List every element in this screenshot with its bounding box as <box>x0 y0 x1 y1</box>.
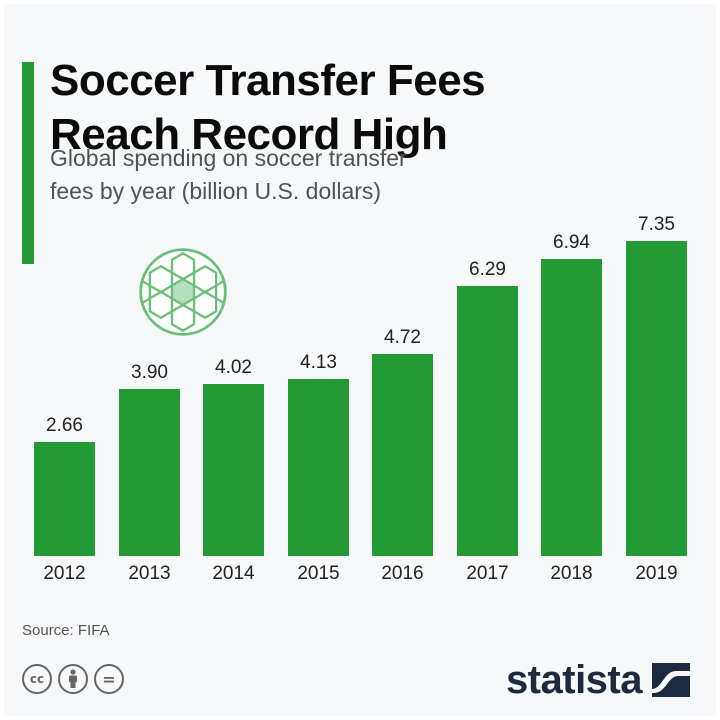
person-icon <box>69 669 77 688</box>
value-label: 4.02 <box>215 357 252 378</box>
statista-logo[interactable]: statista <box>506 660 690 700</box>
value-label: 4.13 <box>300 352 337 373</box>
title-line-2: Reach Record High <box>50 110 448 159</box>
chart-subtitle: Global spending on soccer transfer fees … <box>50 142 610 208</box>
bar-2016 <box>372 354 433 556</box>
x-axis-label: 2012 <box>43 563 86 584</box>
subtitle-line-2: fees by year (billion U.S. dollars) <box>50 178 382 204</box>
bar-2017 <box>457 286 518 556</box>
no-derivatives-icon[interactable]: = <box>94 664 124 694</box>
source-note: Source: FIFA <box>22 622 110 639</box>
subtitle-line-1: Global spending on soccer transfer <box>50 145 407 171</box>
x-axis-label: 2013 <box>128 563 171 584</box>
value-label: 6.29 <box>469 259 506 280</box>
bar-2012 <box>34 442 95 556</box>
x-axis-label: 2017 <box>466 563 509 584</box>
title-line-1: Soccer Transfer Fees <box>50 56 486 105</box>
attribution-icon[interactable] <box>58 664 88 694</box>
x-axis-label: 2015 <box>297 563 340 584</box>
x-axis-label: 2014 <box>212 563 255 584</box>
value-label: 4.72 <box>384 327 421 348</box>
bar-2014 <box>203 384 264 556</box>
bar-2019 <box>626 241 687 556</box>
soccer-ball-icon <box>139 248 227 336</box>
x-axis-label: 2016 <box>381 563 424 584</box>
chart-title: Soccer Transfer Fees Reach Record High <box>50 54 690 162</box>
value-label: 3.90 <box>131 362 168 383</box>
bar-2018 <box>541 259 602 556</box>
value-label: 6.94 <box>553 232 590 253</box>
value-label: 7.35 <box>638 214 675 235</box>
bar-2015 <box>288 379 349 556</box>
cc-icon[interactable]: cc <box>22 664 52 694</box>
value-label: 2.66 <box>46 415 83 436</box>
bar-2013 <box>119 389 180 556</box>
title-accent-bar <box>22 62 34 264</box>
license-icons: cc = <box>22 664 124 694</box>
logo-text: statista <box>505 658 643 702</box>
statista-logo-mark-icon <box>652 663 690 697</box>
x-axis-label: 2018 <box>550 563 593 584</box>
x-axis-label: 2019 <box>635 563 678 584</box>
